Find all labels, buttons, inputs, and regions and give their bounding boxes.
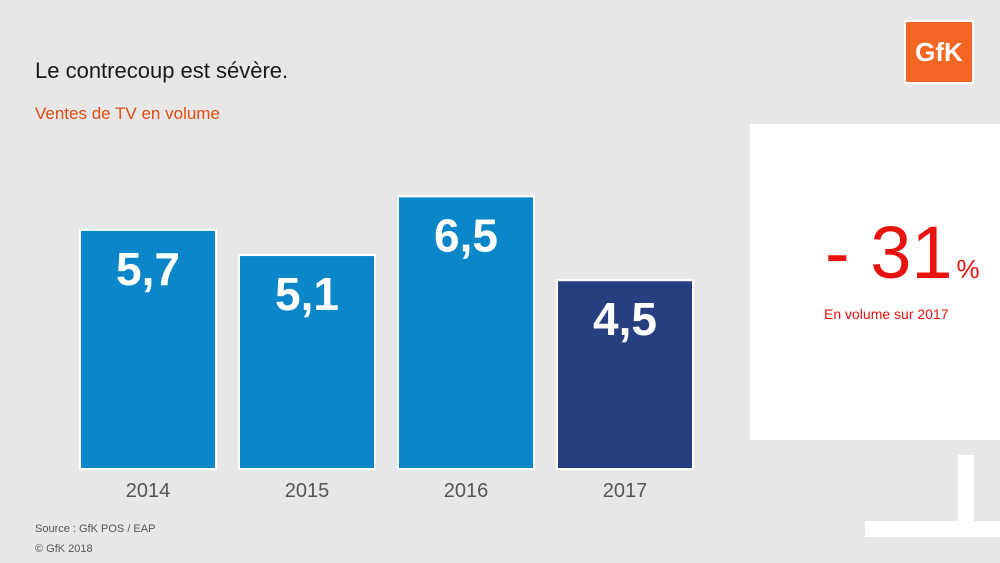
bar-chart: 5,7 2014 5,1 2015 6,5 2016 4,5 2017	[79, 195, 694, 502]
change-label: En volume sur 2017	[824, 306, 949, 322]
bar-2014	[79, 228, 217, 470]
bar-value-label-2017: 4,5	[593, 293, 657, 345]
logo-text: GfK	[915, 36, 963, 67]
change-number: - 31	[825, 211, 953, 294]
change-callout: - 31% En volume sur 2017	[750, 124, 1000, 440]
chart-title: Le contrecoup est sévère.	[35, 58, 289, 83]
decorative-line-horizontal	[865, 521, 1000, 537]
bar-2016	[397, 195, 535, 470]
bar-value-label-2014: 5,7	[116, 243, 180, 295]
bar-value-label-2015: 5,1	[275, 268, 339, 320]
copyright-note: © GfK 2018	[35, 543, 93, 555]
bar-value-label-2016: 6,5	[434, 209, 498, 261]
change-value: - 31%	[825, 216, 980, 290]
bar-2017	[556, 279, 694, 470]
gfk-logo: GfK	[904, 20, 974, 84]
x-tick-2016: 2016	[444, 480, 489, 502]
change-unit: %	[956, 254, 980, 284]
x-tick-2014: 2014	[126, 480, 171, 502]
source-note: Source : GfK POS / EAP	[35, 523, 156, 535]
decorative-line-vertical	[958, 455, 974, 537]
x-tick-2015: 2015	[285, 480, 330, 502]
bar-2015	[238, 254, 376, 470]
x-tick-2017: 2017	[603, 480, 648, 502]
chart-subtitle: Ventes de TV en volume	[35, 104, 220, 123]
